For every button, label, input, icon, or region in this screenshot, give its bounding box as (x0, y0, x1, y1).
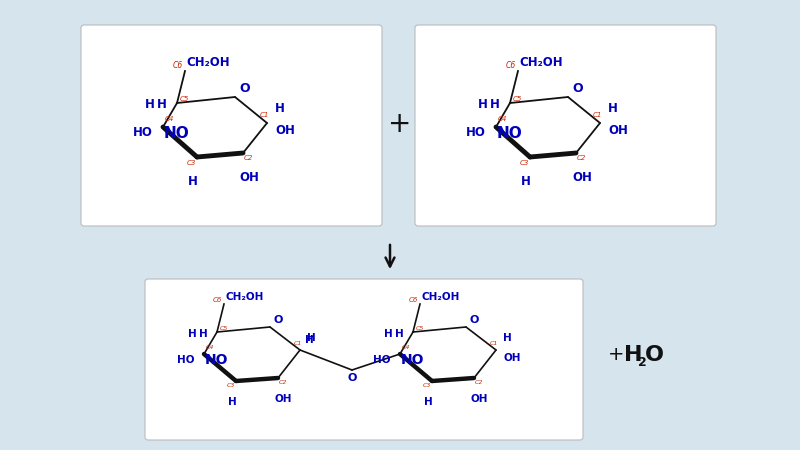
Text: CH₂OH: CH₂OH (186, 56, 230, 69)
Text: H: H (521, 175, 531, 188)
FancyBboxPatch shape (415, 25, 716, 226)
Text: C5: C5 (180, 96, 190, 102)
Text: H: H (228, 397, 236, 407)
Text: C2: C2 (577, 155, 586, 161)
Text: H: H (157, 99, 167, 112)
Text: C1: C1 (490, 341, 498, 346)
Text: OH: OH (274, 394, 292, 404)
Text: C4: C4 (206, 345, 214, 350)
Text: O: O (645, 345, 664, 365)
Text: NO: NO (401, 353, 425, 367)
Text: CH₂OH: CH₂OH (519, 56, 562, 69)
Text: C3: C3 (226, 383, 235, 388)
Text: +: + (388, 110, 412, 138)
Text: C5: C5 (416, 326, 424, 331)
Text: C2: C2 (279, 380, 287, 385)
Text: HO: HO (133, 126, 153, 140)
Text: HO: HO (373, 355, 390, 365)
Text: H: H (490, 99, 500, 112)
Text: H: H (424, 397, 432, 407)
Text: C3: C3 (520, 160, 529, 166)
Text: H: H (188, 175, 198, 188)
Text: C6: C6 (506, 61, 516, 70)
Text: C2: C2 (244, 155, 254, 161)
Text: OH: OH (239, 171, 259, 184)
FancyBboxPatch shape (145, 279, 583, 440)
Text: C1: C1 (294, 341, 302, 346)
Text: O: O (469, 315, 478, 325)
Text: +: + (608, 346, 625, 365)
Text: OH: OH (572, 171, 592, 184)
Text: C5: C5 (220, 326, 228, 331)
Text: OH: OH (470, 394, 488, 404)
Text: OH: OH (503, 353, 521, 363)
Text: H: H (384, 329, 393, 339)
Text: NO: NO (497, 126, 522, 140)
Text: H: H (503, 333, 512, 343)
Text: HO: HO (177, 355, 194, 365)
Text: O: O (273, 315, 282, 325)
Text: H: H (307, 333, 316, 343)
Text: C3: C3 (186, 160, 196, 166)
Text: HO: HO (466, 126, 486, 140)
Text: CH₂OH: CH₂OH (225, 292, 263, 302)
Text: H: H (395, 329, 404, 339)
Text: H: H (199, 329, 208, 339)
Text: O: O (572, 81, 582, 94)
Text: H: H (624, 345, 642, 365)
Text: C3: C3 (422, 383, 431, 388)
Text: NO: NO (205, 353, 229, 367)
Text: C4: C4 (165, 116, 174, 122)
Text: C2: C2 (475, 380, 483, 385)
Text: C4: C4 (402, 345, 410, 350)
Text: C6: C6 (173, 61, 183, 70)
Text: C1: C1 (260, 112, 270, 118)
Text: 2: 2 (638, 356, 646, 369)
Text: OH: OH (275, 125, 295, 138)
Text: H: H (478, 99, 488, 112)
Text: C5: C5 (513, 96, 522, 102)
Text: C1: C1 (593, 112, 602, 118)
Text: OH: OH (608, 125, 628, 138)
Text: O: O (239, 81, 250, 94)
Text: H: H (145, 99, 155, 112)
Text: C6: C6 (213, 297, 222, 303)
Text: NO: NO (164, 126, 190, 140)
FancyBboxPatch shape (81, 25, 382, 226)
Text: C4: C4 (498, 116, 507, 122)
Text: O: O (347, 373, 357, 383)
Text: H: H (275, 103, 285, 116)
Text: H: H (608, 103, 618, 116)
Text: CH₂OH: CH₂OH (421, 292, 459, 302)
Text: H: H (188, 329, 197, 339)
Text: H: H (305, 335, 314, 345)
Text: C6: C6 (409, 297, 418, 303)
